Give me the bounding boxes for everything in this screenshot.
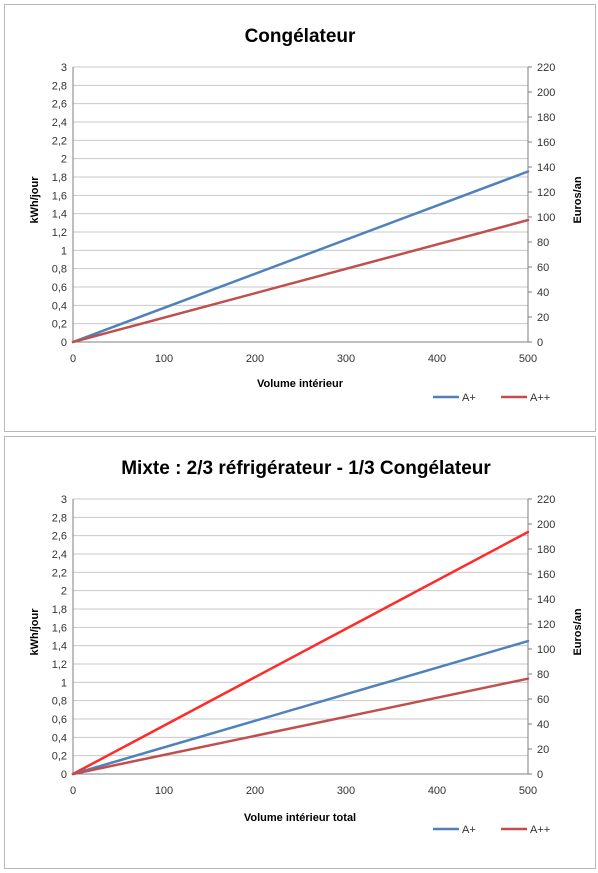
y-tick-label: 2,4 [52,117,67,129]
y-tick-label: 1,6 [52,190,67,202]
y-tick-label: 2 [61,586,67,598]
y-tick-label: 0 [61,337,67,349]
y2-tick-label: 0 [537,337,543,349]
y-tick-label: 2,6 [52,531,67,543]
series-line-mixte [71,530,530,776]
y2-tick-label: 120 [537,187,555,199]
y2-tick-label: 40 [537,719,549,731]
y2-tick-label: 140 [537,162,555,174]
x-axis-title: Volume intérieur [257,378,344,390]
legend-label: A+ [462,824,476,836]
y2-tick-label: 40 [537,287,549,299]
x-tick-label: 300 [337,785,355,797]
x-tick-label: 400 [428,785,446,797]
y-tick-label: 0,8 [52,696,67,708]
x-tick-label: 500 [519,785,537,797]
y-tick-label: 2,4 [52,549,67,561]
x-tick-label: 100 [155,785,173,797]
y-tick-label: 2 [61,154,67,166]
series-line-aplus [71,639,530,776]
series-line-aplus [71,170,530,344]
y2-tick-label: 60 [537,694,549,706]
y-tick-label: 0,2 [52,319,67,331]
y-tick-label: 0,6 [52,282,67,294]
y2-tick-label: 120 [537,619,555,631]
y-tick-label: 1,4 [52,209,67,221]
y-tick-label: 1,6 [52,622,67,634]
y2-tick-label: 160 [537,569,555,581]
legend-label: A++ [530,392,550,404]
y-tick-label: 3 [61,494,67,506]
chart-panel-congelateur: Congélateur kWh/jour Euros/an Volume int… [4,4,596,432]
y2-tick-label: 20 [537,744,549,756]
y-tick-label: 2,8 [52,80,67,92]
chart-title: Congélateur [245,26,356,47]
y-tick-label: 0 [61,769,67,781]
y2-tick-label: 160 [537,137,555,149]
x-axis-title: Volume intérieur total [244,812,356,824]
y2-tick-label: 180 [537,112,555,124]
y-tick-label: 0,2 [52,751,67,763]
y-tick-label: 0,8 [52,264,67,276]
x-tick-label: 0 [70,785,76,797]
x-tick-label: 0 [70,353,76,365]
y-tick-label: 2,6 [52,99,67,111]
legend-label: A++ [530,824,550,836]
y2-tick-label: 100 [537,212,555,224]
y2-tick-label: 140 [537,594,555,606]
x-tick-label: 400 [428,353,446,365]
x-tick-label: 300 [337,353,355,365]
y-tick-label: 1,8 [52,172,67,184]
y2-axis-title: Euros/an [572,176,584,223]
legend-label: A+ [462,392,476,404]
y2-tick-label: 60 [537,262,549,274]
y2-tick-label: 0 [537,769,543,781]
y-tick-label: 2,2 [52,567,67,579]
chart-title: Mixte : 2/3 réfrigérateur - 1/3 Congélat… [121,458,491,479]
y2-tick-label: 20 [537,312,549,324]
y-tick-label: 1,8 [52,604,67,616]
y2-tick-label: 180 [537,544,555,556]
x-tick-label: 100 [155,353,173,365]
y2-tick-label: 200 [537,519,555,531]
x-tick-label: 200 [246,353,264,365]
y-axis-title: kWh/jour [29,608,41,656]
y2-tick-label: 200 [537,87,555,99]
y2-tick-label: 220 [537,62,555,74]
y-tick-label: 2,2 [52,135,67,147]
y-tick-label: 1,2 [52,659,67,671]
chart-panel-mixte: Mixte : 2/3 réfrigérateur - 1/3 Congélat… [4,436,596,869]
x-tick-label: 200 [246,785,264,797]
y-axis-title: kWh/jour [29,176,41,224]
series-line-aplusplus [71,677,530,776]
y-tick-label: 1 [61,677,67,689]
y-tick-label: 0,6 [52,714,67,726]
chart-congelateur: Congélateur kWh/jour Euros/an Volume int… [29,26,584,404]
y2-tick-label: 100 [537,644,555,656]
chart-mixte: Mixte : 2/3 réfrigérateur - 1/3 Congélat… [29,458,584,836]
y2-tick-label: 80 [537,237,549,249]
y-tick-label: 0,4 [52,732,67,744]
y-tick-label: 1 [61,245,67,257]
y2-axis-title: Euros/an [572,608,584,655]
y-tick-label: 1,4 [52,641,67,653]
y-tick-label: 2,8 [52,512,67,524]
y2-tick-label: 80 [537,669,549,681]
series-line-aplusplus [71,218,530,344]
y-tick-label: 1,2 [52,227,67,239]
x-tick-label: 500 [519,353,537,365]
y2-tick-label: 220 [537,494,555,506]
y-tick-label: 0,4 [52,300,67,312]
y-tick-label: 3 [61,62,67,74]
